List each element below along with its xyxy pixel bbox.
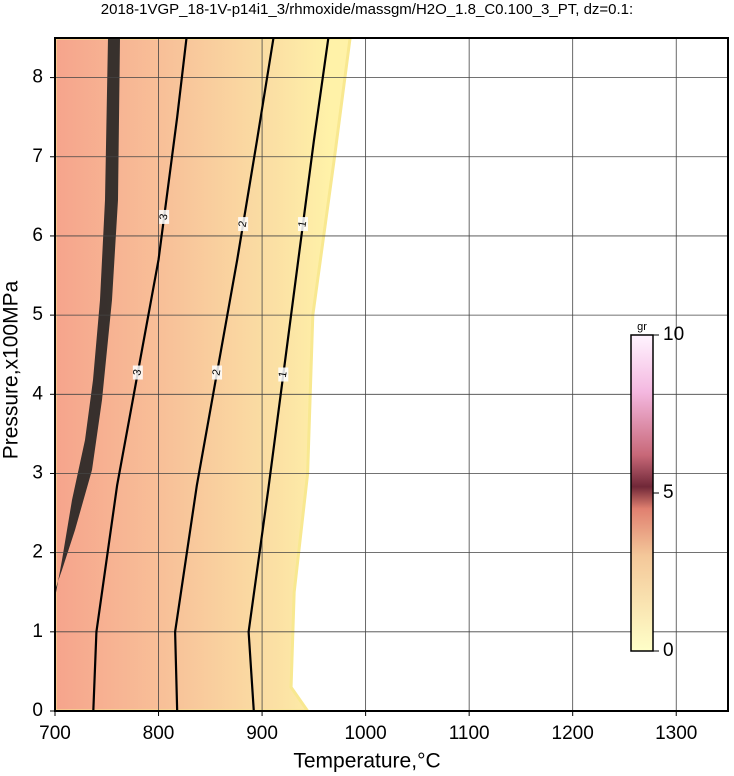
contour-label-bg [212,365,223,380]
y-tick-label: 4 [32,383,43,404]
contour-label-bg [132,365,143,380]
y-tick-label: 5 [32,304,43,325]
contour-label: 1 [296,220,309,228]
x-tick-label: 800 [143,723,175,744]
y-tick-label: 0 [32,700,43,721]
overlay: 3 3 2 2 1 1 [54,37,728,712]
colorbar-label: gr [637,321,647,333]
colorbar-tick-label: 0 [663,640,674,661]
x-tick-label: 900 [246,723,278,744]
x-axis-label: Temperature,°C [293,750,440,773]
contour-label: 2 [237,220,250,228]
x-tick-label: 1000 [344,723,386,744]
y-tick-label: 3 [32,462,43,483]
colorbar [630,334,654,652]
y-tick-label: 7 [32,146,43,167]
colorbar-tick-label: 5 [663,482,674,503]
contour-label-bg [297,217,308,232]
chart-title: 2018-1VGP_18-1V-p14i1_3/rhmoxide/massgm/… [101,1,633,18]
contour-label: 1 [277,370,290,378]
y-tick-label: 2 [32,542,43,563]
contour-label: 2 [211,368,224,376]
y-tick-label: 1 [32,621,43,642]
x-tick-label: 700 [39,723,71,744]
dark-band [55,38,120,598]
plot-frame [54,37,729,712]
x-tick-label: 1100 [449,723,490,744]
colorbar-tick-label: 10 [663,324,684,345]
y-tick-label: 6 [32,225,43,246]
x-tick-label: 1200 [552,723,594,744]
contour-label-bg [238,217,249,232]
contour-label-bg [278,367,289,382]
contour-label: 3 [158,213,171,221]
contour-label-bg [159,209,170,224]
y-axis-label: Pressure,x100MPa [0,280,23,459]
x-tick-label: 1300 [655,723,697,744]
y-tick-label: 8 [32,67,43,88]
contour-label: 3 [131,368,144,376]
